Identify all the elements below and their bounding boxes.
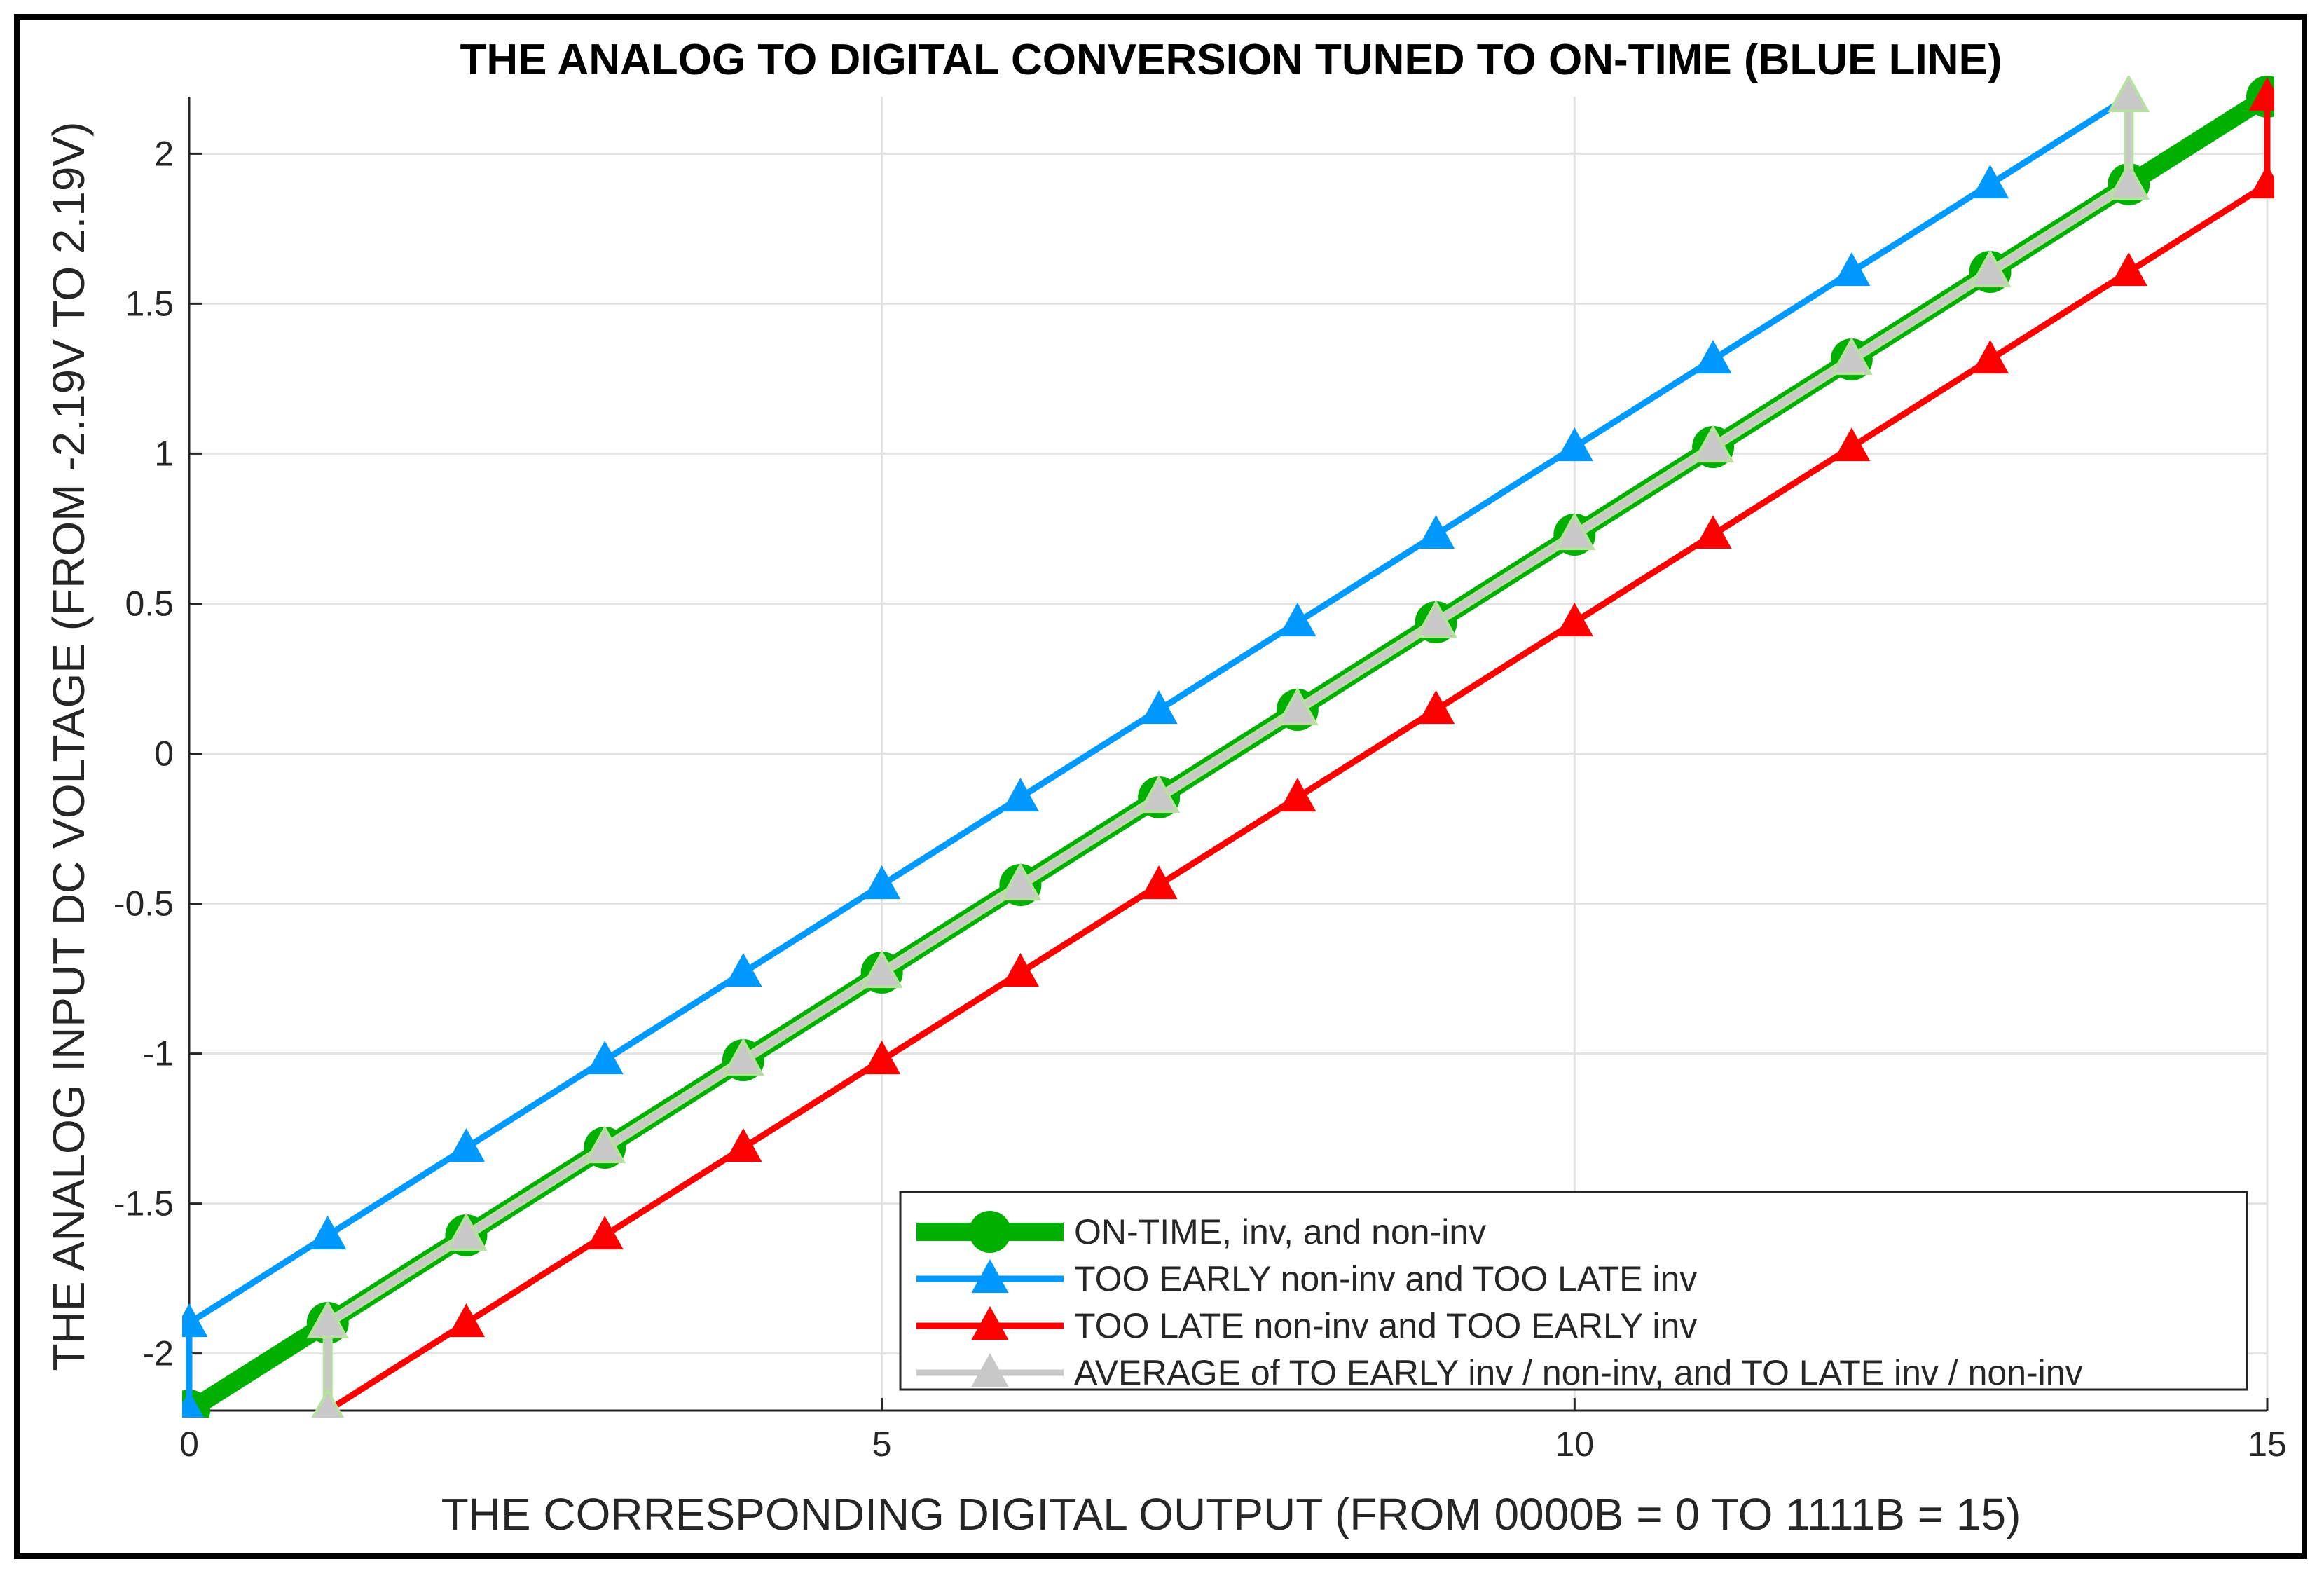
data-point (584, 1125, 626, 1164)
data-point (1279, 603, 1316, 637)
data-point (1833, 427, 1871, 462)
legend-entry: AVERAGE of TO EARLY inv / non-inv, and T… (916, 1353, 2083, 1392)
legend-swatch-marker (971, 1353, 1009, 1387)
series-layer (182, 76, 2274, 1418)
data-point (2108, 76, 2150, 113)
y-tick-label: -0.5 (114, 884, 174, 924)
data-point (1417, 690, 1455, 725)
legend-swatch-marker (969, 1211, 1011, 1253)
data-point (182, 1303, 208, 1338)
y-tick-label: 1.5 (125, 284, 174, 323)
legend-label: AVERAGE of TO EARLY inv / non-inv, and T… (1074, 1353, 2083, 1392)
legend: ON-TIME, inv, and non-inv TOO EARLY non-i… (899, 1191, 2248, 1392)
series-line (324, 97, 2132, 1411)
data-point (2248, 77, 2274, 111)
data-point (1415, 599, 1457, 638)
data-point (309, 1216, 347, 1250)
data-point (1692, 424, 1735, 463)
x-tick-label: 0 (179, 1425, 199, 1464)
data-point (1694, 340, 1732, 374)
data-point (311, 1387, 345, 1418)
series-1 (182, 77, 2147, 1418)
data-point (1279, 778, 1316, 812)
x-tick-label: 15 (2248, 1425, 2287, 1464)
legend-box (899, 1191, 2248, 1391)
series-2 (312, 77, 2274, 1418)
data-point (722, 1037, 764, 1076)
y-tick-label: 0.5 (125, 584, 174, 623)
data-point (1001, 778, 1039, 812)
data-point (586, 1216, 624, 1250)
legend-swatch-marker (971, 1306, 1009, 1340)
data-point (1971, 165, 2009, 199)
y-tick-label: -2 (143, 1334, 174, 1373)
data-point (182, 1391, 204, 1418)
data-point (724, 1128, 762, 1162)
data-point (1138, 774, 1181, 814)
y-tick-label: 0 (154, 734, 174, 774)
axes (188, 97, 2269, 1412)
data-point (1969, 249, 2012, 288)
data-point (1553, 512, 1596, 551)
y-tick-label: 2 (154, 134, 174, 173)
grid (188, 97, 2269, 1411)
legend-entry: TOO LATE non-inv and TOO EARLY inv (916, 1306, 1697, 1345)
legend-entry: TOO EARLY non-inv and TOO LATE inv (916, 1259, 1697, 1298)
data-point (445, 1212, 488, 1251)
series-3 (306, 76, 2150, 1418)
legend-swatch-marker (971, 1259, 1009, 1294)
data-point (1555, 427, 1593, 462)
data-point (1555, 603, 1593, 637)
chart-title: THE ANALOG TO DIGITAL CONVERSION TUNED T… (460, 36, 2002, 84)
data-point (863, 1041, 901, 1075)
data-point (2248, 165, 2274, 199)
data-point (1971, 340, 2009, 374)
data-point (863, 865, 901, 900)
series-line (326, 97, 2271, 1413)
data-point (586, 1041, 624, 1075)
legend-label: TOO EARLY non-inv and TOO LATE inv (1074, 1259, 1697, 1298)
legend-label: ON-TIME, inv, and non-inv (1074, 1212, 1486, 1251)
data-point (447, 1303, 486, 1338)
data-point (999, 862, 1042, 901)
data-point (1001, 953, 1039, 987)
y-tick-label: -1 (143, 1034, 174, 1073)
data-point (2110, 252, 2147, 287)
data-point (1417, 515, 1455, 549)
data-point (1140, 865, 1178, 900)
data-point (306, 1300, 349, 1339)
data-point (1833, 252, 1871, 287)
chart: 0 5 10 15 -2 -1.5 -1 -0.5 0 0.5 1 1.5 2 THE ANALOG T… (43, 36, 2287, 1539)
data-point (1694, 515, 1732, 549)
data-point (1140, 690, 1178, 725)
legend-label: TOO LATE non-inv and TOO EARLY inv (1074, 1306, 1697, 1345)
x-tick-label: 5 (872, 1425, 892, 1464)
data-point (1276, 687, 1319, 726)
figure-frame: 0 5 10 15 -2 -1.5 -1 -0.5 0 0.5 1 1.5 2 THE ANALOG T… (14, 14, 2307, 1559)
x-axis-label: THE CORRESPONDING DIGITAL OUTPUT (FROM 0… (441, 1489, 2021, 1539)
y-axis-label: THE ANALOG INPUT DC VOLTAGE (FROM -2.19V… (43, 122, 94, 1371)
y-tick-label: -1.5 (114, 1184, 174, 1223)
legend-entry: ON-TIME, inv, and non-inv (916, 1211, 1486, 1253)
data-point (447, 1128, 486, 1162)
data-point (2108, 161, 2150, 200)
tick-labels: 0 5 10 15 -2 -1.5 -1 -0.5 0 0.5 1 1.5 2 (114, 134, 2287, 1464)
data-point (860, 949, 903, 989)
y-tick-label: 1 (154, 434, 174, 473)
data-point (724, 953, 762, 987)
series-line (186, 94, 2131, 1411)
data-point (1830, 336, 1873, 376)
x-tick-label: 10 (1555, 1425, 1595, 1464)
